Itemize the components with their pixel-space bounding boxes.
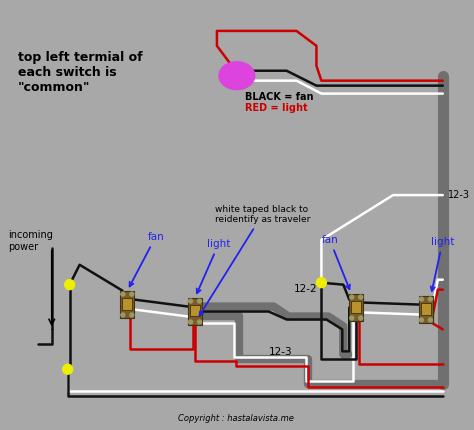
Circle shape (130, 292, 134, 296)
Text: 12-2: 12-2 (293, 284, 317, 294)
Circle shape (350, 295, 354, 299)
Circle shape (419, 318, 423, 322)
Bar (421, 303, 431, 314)
Bar (351, 301, 361, 313)
Circle shape (63, 364, 73, 374)
Circle shape (121, 292, 125, 296)
Circle shape (359, 295, 363, 299)
Text: 12-3: 12-3 (448, 190, 470, 200)
Circle shape (419, 297, 423, 301)
Circle shape (359, 316, 363, 320)
Bar (349, 294, 363, 322)
Text: white taped black to
reidentify as traveler: white taped black to reidentify as trave… (200, 205, 310, 316)
Bar (190, 304, 200, 316)
Text: light: light (197, 239, 230, 293)
Bar (419, 295, 433, 323)
Circle shape (428, 297, 432, 301)
Circle shape (130, 313, 134, 317)
Text: 12-3: 12-3 (269, 347, 292, 357)
Text: RED = light: RED = light (245, 103, 308, 113)
Text: fan: fan (321, 235, 350, 289)
Text: Copyright : hastalavista.me: Copyright : hastalavista.me (178, 414, 294, 423)
Text: BLACK = fan: BLACK = fan (245, 92, 313, 101)
Text: incoming
power: incoming power (8, 230, 53, 252)
Text: fan: fan (129, 232, 164, 286)
Circle shape (428, 318, 432, 322)
Bar (122, 298, 132, 310)
Circle shape (317, 278, 327, 288)
Circle shape (64, 280, 74, 290)
Text: light: light (431, 237, 454, 291)
Circle shape (350, 316, 354, 320)
Circle shape (198, 299, 201, 303)
Circle shape (121, 313, 125, 317)
Circle shape (189, 320, 192, 324)
Bar (120, 291, 134, 319)
Circle shape (198, 320, 201, 324)
Ellipse shape (219, 62, 255, 89)
Bar (188, 298, 202, 326)
Circle shape (189, 299, 192, 303)
Text: top left termial of
each switch is
"common": top left termial of each switch is "comm… (18, 51, 143, 94)
